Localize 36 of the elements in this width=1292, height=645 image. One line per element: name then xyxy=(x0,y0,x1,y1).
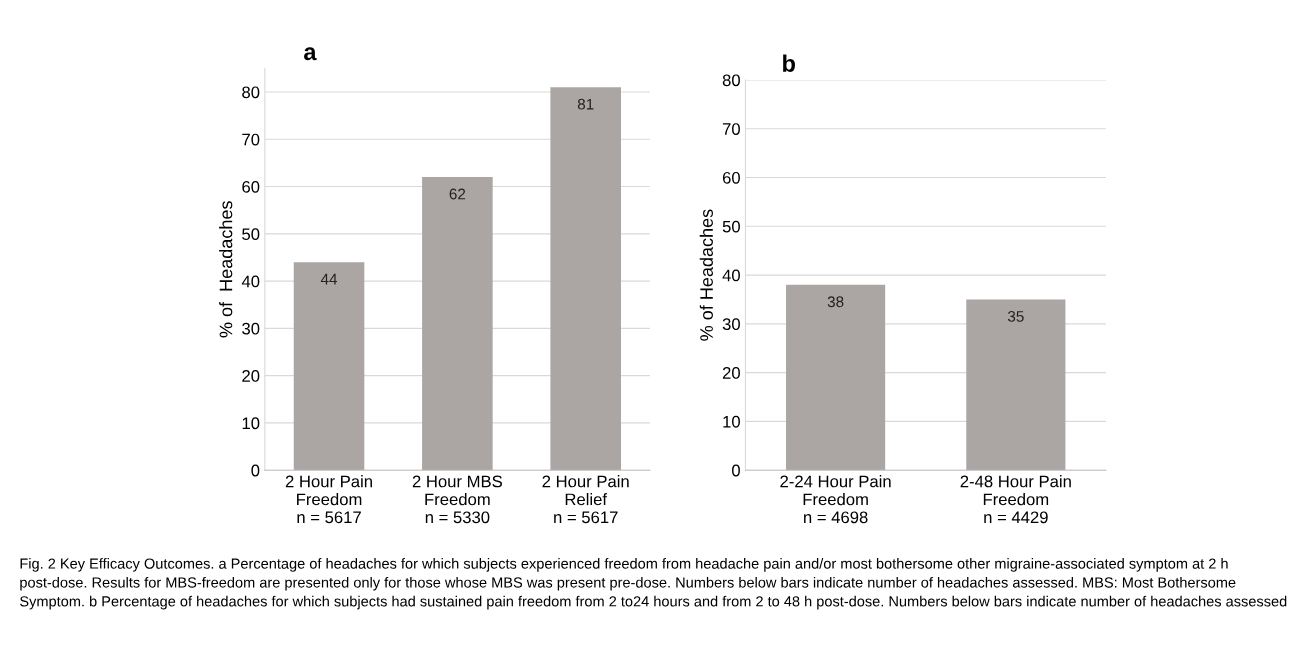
y-tick-label: 0 xyxy=(732,464,740,477)
y-tick-label: 40 xyxy=(722,269,740,282)
data-label: 44 xyxy=(320,273,338,285)
y-tick-label: 10 xyxy=(723,415,740,428)
data-label: 81 xyxy=(577,98,594,110)
y-tick-label: 50 xyxy=(242,228,260,241)
x-tick-label: 2 Hour MBS Freedom n = 5330 xyxy=(412,475,502,524)
y-axis-title: % of Headaches xyxy=(699,209,713,341)
y-tick-label: 70 xyxy=(722,123,740,135)
y-tick-label: 50 xyxy=(722,220,740,233)
y-tick-label: 10 xyxy=(242,417,260,430)
x-tick-label: 2 Hour Pain Freedom n = 5617 xyxy=(285,475,372,524)
data-label: 62 xyxy=(449,188,466,200)
x-tick-label: 2-24 Hour Pain Freedom n = 4698 xyxy=(780,475,891,524)
y-tick-label: 20 xyxy=(242,370,260,382)
bar xyxy=(550,87,621,471)
y-tick-label: 20 xyxy=(722,367,740,379)
y-tick-label: 60 xyxy=(722,171,740,184)
data-label: 38 xyxy=(827,296,844,308)
y-tick-label: 30 xyxy=(242,322,260,335)
y-axis-title: % of Headaches xyxy=(219,201,233,338)
y-tick-label: 0 xyxy=(251,464,260,477)
x-tick-label: 2 Hour Pain Relief n = 5617 xyxy=(542,475,629,524)
chart-title: b xyxy=(783,54,795,72)
y-tick-label: 30 xyxy=(722,318,740,331)
data-label: 35 xyxy=(1007,311,1024,322)
y-tick-label: 40 xyxy=(241,275,260,288)
y-tick-label: 70 xyxy=(242,133,260,146)
bar xyxy=(422,177,493,471)
bar xyxy=(293,262,365,471)
x-tick-label: 2-48 Hour Pain Freedom n = 4429 xyxy=(960,475,1071,524)
chart-title: a xyxy=(304,47,317,61)
caption: Fig. 2 Key Efficacy Outcomes. a Percentage of headaches for which subjects experienced freedom from headache pain and/or most bothersome other migraine-associated symptom at 2 h post-dose. Results for MBS-freedom are presented only for those whose MBS was present pre-dose. Numbers below bars indicate number of headaches assessed. MBS: Most Bothersome Symptom. b Percentage of headaches for which subjects had sustained pain freedom from 2 to24 hours and from 2 to 48 h post-dose. Numbers below bars indicate number of headaches assessed xyxy=(20,558,1287,610)
y-tick-label: 60 xyxy=(242,180,260,193)
y-tick-label: 80 xyxy=(722,74,740,87)
y-tick-label: 80 xyxy=(242,86,260,99)
